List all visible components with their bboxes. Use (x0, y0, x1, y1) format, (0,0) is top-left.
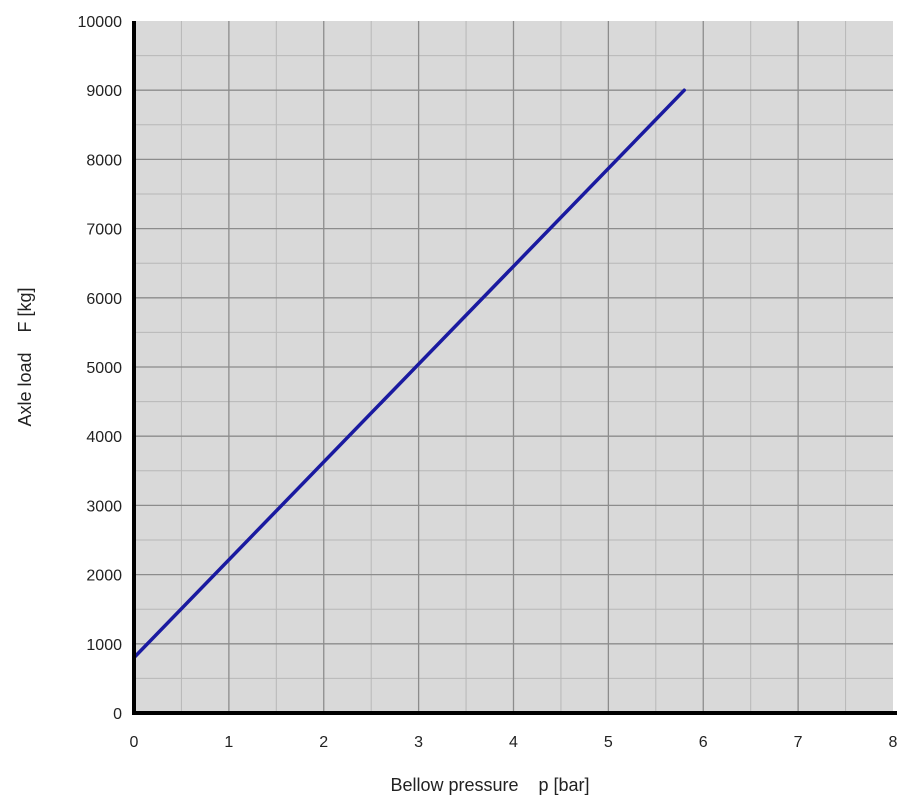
x-tick-label: 6 (699, 734, 708, 751)
x-tick-labels: 0 1 2 3 4 5 6 7 8 (130, 734, 897, 751)
x-tick-label: 0 (130, 734, 139, 751)
y-tick-label: 9000 (86, 83, 122, 100)
y-tick-label: 0 (113, 706, 122, 723)
y-tick-labels: 0 1000 2000 3000 4000 5000 6000 7000 8000 9000 100… (78, 14, 123, 723)
series-layer (132, 88, 687, 660)
y-tick-label: 6000 (86, 291, 122, 308)
x-axis-title: Bellow pressure p [bar] (390, 775, 589, 795)
y-tick-label: 5000 (86, 360, 122, 377)
x-tick-label: 2 (319, 734, 328, 751)
x-tick-label: 5 (604, 734, 613, 751)
y-tick-label: 7000 (86, 222, 122, 239)
y-axis-title: Axle load F [kg] (15, 287, 35, 426)
y-tick-label: 10000 (78, 14, 123, 31)
x-tick-label: 4 (509, 734, 518, 751)
y-tick-label: 3000 (86, 498, 122, 515)
y-tick-label: 4000 (86, 429, 122, 446)
axes (132, 21, 897, 715)
x-tick-label: 1 (224, 734, 233, 751)
x-tick-label: 7 (794, 734, 803, 751)
x-tick-label: 3 (414, 734, 423, 751)
series-line (132, 88, 687, 660)
y-tick-label: 8000 (86, 152, 122, 169)
x-tick-label: 8 (889, 734, 897, 751)
y-tick-label: 2000 (86, 568, 122, 585)
major-grid (134, 21, 893, 713)
y-tick-label: 1000 (86, 637, 122, 654)
